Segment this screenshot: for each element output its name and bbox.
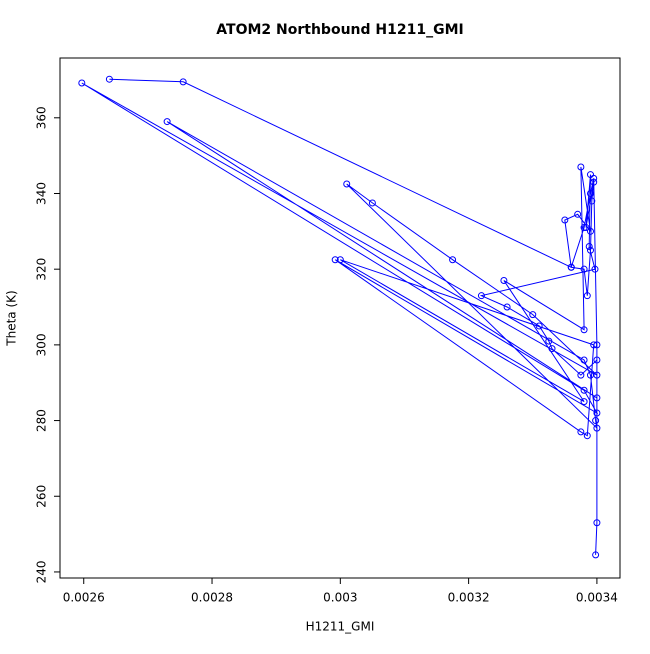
y-tick-label: 260 bbox=[35, 485, 49, 508]
data-point bbox=[580, 265, 588, 273]
data-point bbox=[577, 163, 585, 171]
y-tick-label: 340 bbox=[35, 182, 49, 205]
data-point bbox=[591, 265, 599, 273]
chart-title: ATOM2 Northbound H1211_GMI bbox=[216, 22, 463, 38]
data-point bbox=[577, 428, 585, 436]
data-point bbox=[580, 356, 588, 364]
data-point bbox=[593, 371, 601, 379]
y-tick-label: 240 bbox=[35, 560, 49, 583]
data-point bbox=[593, 341, 601, 349]
y-tick-label: 360 bbox=[35, 106, 49, 129]
data-point bbox=[503, 303, 511, 311]
data-point bbox=[585, 242, 593, 250]
data-point bbox=[535, 322, 543, 330]
data-point bbox=[449, 256, 457, 264]
x-tick-label: 0.0034 bbox=[576, 591, 618, 605]
data-point bbox=[336, 256, 344, 264]
y-tick-label: 280 bbox=[35, 409, 49, 432]
data-point bbox=[477, 292, 485, 300]
data-point bbox=[529, 311, 537, 319]
data-point bbox=[561, 216, 569, 224]
x-axis-label: H1211_GMI bbox=[306, 620, 375, 634]
x-tick-label: 0.003 bbox=[323, 591, 357, 605]
data-point bbox=[105, 75, 113, 83]
data-point bbox=[567, 263, 575, 271]
data-point bbox=[580, 386, 588, 394]
data-point bbox=[586, 227, 594, 235]
data-point bbox=[592, 417, 600, 425]
data-point bbox=[586, 171, 594, 179]
data-point bbox=[588, 197, 596, 205]
data-point bbox=[179, 78, 187, 86]
data-point bbox=[583, 432, 591, 440]
data-point bbox=[580, 224, 588, 232]
data-point bbox=[343, 180, 351, 188]
data-point bbox=[583, 292, 591, 300]
y-tick-label: 300 bbox=[35, 333, 49, 356]
x-tick-label: 0.0026 bbox=[63, 591, 105, 605]
data-point bbox=[593, 519, 601, 527]
data-point bbox=[593, 394, 601, 402]
data-point bbox=[577, 371, 585, 379]
y-axis-label: Theta (K) bbox=[5, 290, 19, 346]
data-point bbox=[545, 337, 553, 345]
data-point bbox=[580, 398, 588, 406]
data-point bbox=[368, 199, 376, 207]
data-point bbox=[586, 189, 594, 197]
data-line bbox=[81, 78, 599, 555]
x-tick-label: 0.0028 bbox=[191, 591, 233, 605]
data-point bbox=[582, 224, 590, 232]
data-point bbox=[586, 246, 594, 254]
data-point bbox=[163, 118, 171, 126]
data-point bbox=[500, 277, 508, 285]
data-point bbox=[78, 79, 86, 87]
data-point bbox=[574, 210, 582, 218]
data-point bbox=[592, 551, 600, 559]
data-point bbox=[548, 345, 556, 353]
data-point bbox=[590, 341, 598, 349]
x-tick-label: 0.0032 bbox=[448, 591, 490, 605]
data-point bbox=[331, 256, 339, 264]
data-point bbox=[593, 409, 601, 417]
data-point bbox=[580, 326, 588, 334]
y-tick-label: 320 bbox=[35, 258, 49, 281]
data-point bbox=[590, 178, 598, 186]
data-point bbox=[593, 424, 601, 432]
data-point bbox=[593, 356, 601, 364]
